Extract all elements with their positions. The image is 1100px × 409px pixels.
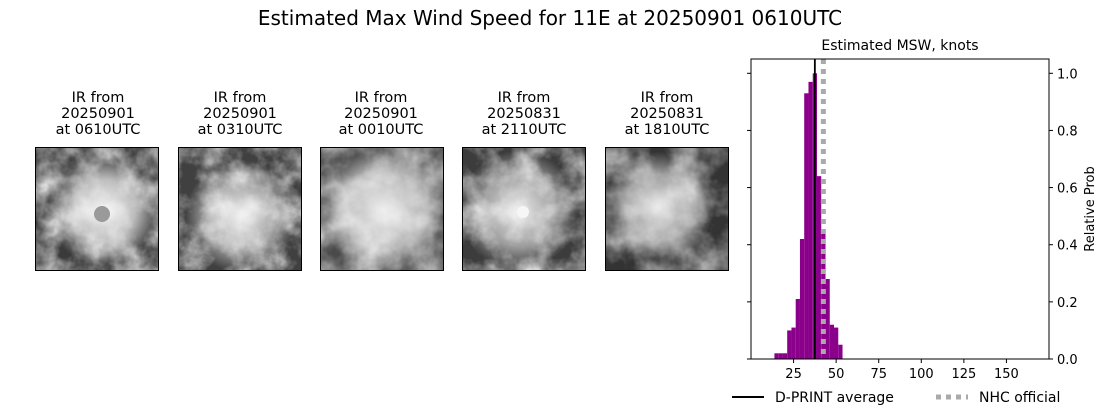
x-tick-label-4: 125	[951, 367, 976, 382]
histogram-bar-4	[791, 327, 796, 359]
figure-title: Estimated Max Wind Speed for 11E at 2025…	[257, 6, 843, 30]
y-tick-label-3: 0.6	[1057, 182, 1078, 197]
plot-frame	[750, 58, 1050, 360]
panel-caption-line: IR from	[71, 90, 125, 106]
histogram-bar-14	[834, 327, 839, 359]
histogram-bar-11	[821, 233, 826, 359]
y-tick-label-4: 0.8	[1057, 124, 1078, 139]
panel-caption-time: at 1810UTC	[624, 122, 710, 138]
y-tick-label-5: 1.0	[1057, 67, 1078, 82]
x-tick-label-3: 100	[909, 367, 934, 382]
histogram-bar-15	[838, 344, 843, 359]
histogram-bar-3	[787, 330, 792, 359]
ir-satellite-image	[320, 147, 444, 271]
histogram-bar-8	[808, 81, 813, 359]
panel-caption-date: 20250901	[61, 106, 135, 122]
histogram-bars	[774, 73, 843, 360]
panel-caption: IR from 20250901 at 0610UTC	[28, 90, 168, 138]
x-tick-label-0: 25	[785, 367, 802, 382]
legend-dprint-label: D-PRINT average	[775, 390, 894, 406]
y-axis-ticks: 0.0 0.2 0.4 0.6 0.8 1.0	[747, 67, 1078, 368]
panel-caption-line: IR from	[640, 90, 694, 106]
panel-caption: IR from 20250901 at 0310UTC	[170, 90, 310, 138]
histogram-bar-7	[804, 93, 809, 360]
panel-caption-time: at 0010UTC	[338, 122, 424, 138]
y-tick-label-2: 0.4	[1057, 239, 1078, 254]
panel-caption-date: 20250831	[630, 106, 704, 122]
ir-satellite-image	[462, 147, 586, 271]
y-tick-label-0: 0.0	[1057, 353, 1078, 368]
histogram-bar-1	[778, 353, 783, 359]
panel-caption-date: 20250901	[344, 106, 418, 122]
panel-caption: IR from 20250901 at 0010UTC	[311, 90, 451, 138]
x-tick-label-5: 150	[994, 367, 1019, 382]
histogram-bar-6	[799, 239, 805, 359]
histogram-bar-10	[816, 176, 822, 359]
ir-satellite-image	[605, 147, 729, 271]
panel-caption-date: 20250831	[487, 106, 561, 122]
chart-title: Estimated MSW, knots	[821, 38, 978, 54]
panel-caption-date: 20250901	[203, 106, 277, 122]
ir-satellite-image	[35, 147, 159, 271]
y-tick-label-1: 0.2	[1057, 296, 1078, 311]
histogram-bar-13	[829, 324, 835, 359]
panel-caption-time: at 0610UTC	[55, 122, 141, 138]
histogram-bar-0	[774, 353, 779, 359]
histogram-bar-12	[825, 279, 830, 359]
y-axis-label: Relative Prob	[1083, 166, 1098, 251]
chart-legend: D-PRINT average NHC official	[732, 390, 1060, 406]
ir-satellite-image	[178, 147, 302, 271]
panel-caption-time: at 2110UTC	[481, 122, 567, 138]
panel-caption-time: at 0310UTC	[197, 122, 283, 138]
panel-caption-line: IR from	[354, 90, 408, 106]
x-axis-ticks: 25 50 75 100 125 150	[785, 359, 1019, 382]
x-tick-label-2: 75	[870, 367, 887, 382]
legend-nhc-label: NHC official	[979, 390, 1060, 406]
panel-caption: IR from 20250831 at 1810UTC	[597, 90, 737, 138]
panel-caption-line: IR from	[497, 90, 551, 106]
histogram-bar-2	[782, 353, 788, 359]
histogram-bar-5	[795, 299, 800, 359]
panel-caption: IR from 20250831 at 2110UTC	[454, 90, 594, 138]
panel-caption-line: IR from	[213, 90, 267, 106]
x-tick-label-1: 50	[828, 367, 845, 382]
